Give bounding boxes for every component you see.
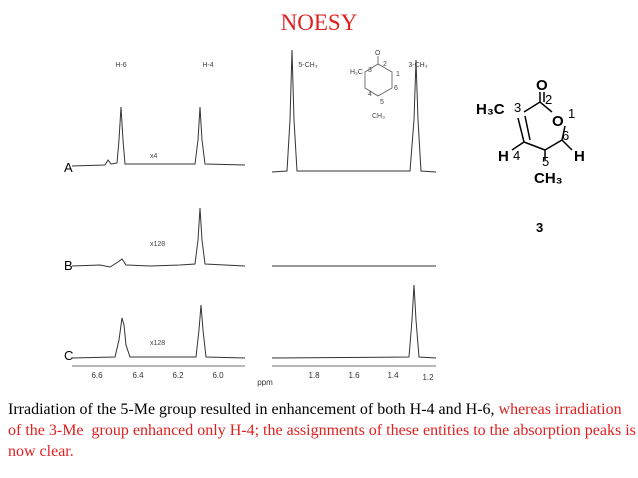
axis-tick: 1.2 (422, 373, 434, 382)
locant: 5 (542, 154, 549, 169)
inset-label: 3 (368, 67, 372, 74)
inset-structure: H₃C 3 2 O 1 6 4 5 CH₃ (350, 50, 400, 120)
inset-label: O (375, 50, 381, 57)
atom: H₃C (476, 101, 505, 118)
trace-label: A (64, 160, 73, 175)
caption-black: Irradiation of the 5-Me group resulted i… (8, 401, 495, 418)
axis-tick: 6.0 (212, 371, 224, 380)
trace-a-right (271, 49, 437, 173)
inset-label: 4 (368, 91, 372, 98)
scale-label: x128 (150, 340, 165, 347)
axis-tick: 6.2 (172, 371, 184, 380)
peak-label: H-4 (202, 62, 213, 69)
atom: O (552, 113, 564, 130)
scale-label: x128 (150, 241, 165, 248)
caption-red: whereas irradiation of the 3-Me group en… (8, 401, 636, 460)
caption: Irradiation of the 5-Me group resulted i… (8, 399, 636, 462)
locant: 6 (562, 128, 569, 143)
inset-label: 6 (394, 85, 398, 92)
scale-label: x4 (150, 153, 158, 160)
atom: H (574, 148, 585, 165)
trace-a-left (71, 106, 246, 167)
atom: O (536, 77, 548, 94)
axis-tick: 1.6 (348, 371, 360, 380)
trace-c-left (71, 304, 246, 359)
locant: 4 (513, 148, 520, 163)
inset-label: CH₃ (372, 113, 385, 120)
peak-label: 5-CH₃ (298, 62, 317, 69)
axis-unit: ppm (257, 378, 273, 387)
axis-tick: 1.8 (308, 371, 320, 380)
trace-label: B (64, 258, 73, 273)
atom: CH₃ (534, 170, 563, 187)
trace-b-left (71, 207, 246, 268)
atom: H (498, 148, 509, 165)
structure: O 2 H₃C 3 O 1 6 H 4 5 H CH₃ 3 (476, 77, 585, 235)
inset-label: H₃C (350, 69, 363, 76)
compound-number: 3 (536, 220, 543, 235)
axis-tick: 1.4 (387, 371, 399, 380)
inset-label: 2 (383, 61, 387, 68)
inset-label: 5 (380, 99, 384, 106)
peak-label: H-6 (115, 62, 126, 69)
spectrum-traces (71, 49, 437, 359)
locant: 3 (514, 100, 521, 115)
trace-c-right (271, 284, 437, 359)
locant: 1 (568, 106, 575, 121)
title: NOESY (281, 10, 358, 35)
trace-label: C (64, 348, 73, 363)
axis-tick: 6.4 (132, 371, 144, 380)
peak-label: 3-CH₃ (408, 62, 427, 69)
inset-label: 1 (396, 71, 400, 78)
locant: 2 (545, 92, 552, 107)
axis-tick: 6.6 (91, 371, 103, 380)
